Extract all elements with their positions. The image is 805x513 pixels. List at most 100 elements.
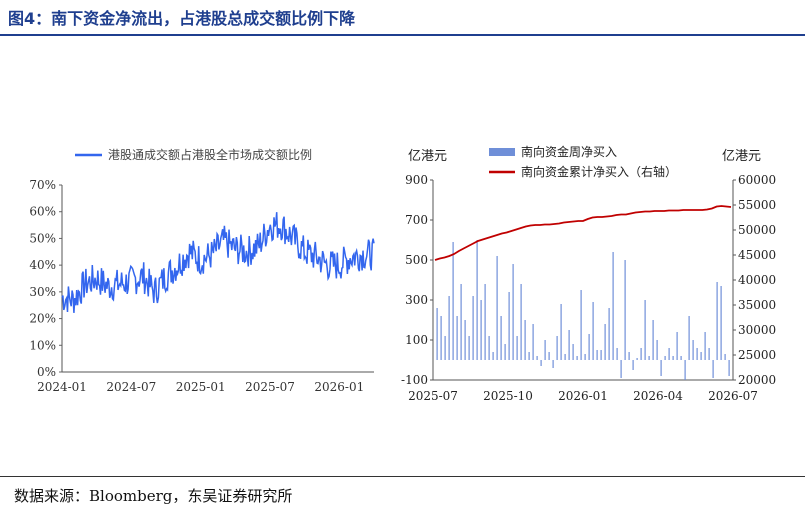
y-right-tick-label: 50000 [738, 223, 776, 237]
bar-weekly-net-buy [584, 354, 586, 360]
bar-weekly-net-buy [512, 264, 514, 360]
bar-weekly-net-buy [648, 356, 650, 360]
y-left-tick-label: 900 [405, 173, 428, 187]
bar-weekly-net-buy [704, 332, 706, 360]
x-tick-label: 2024-07 [106, 380, 156, 394]
bar-weekly-net-buy [672, 356, 674, 360]
x-tick-label: 2026-01 [558, 389, 608, 403]
x-tick-label: 2026-04 [633, 389, 683, 403]
series-line-cumulative [434, 205, 732, 261]
bar-weekly-net-buy [472, 296, 474, 360]
bar-weekly-net-buy [724, 354, 726, 360]
bar-weekly-net-buy [548, 352, 550, 360]
bar-weekly-net-buy [712, 360, 714, 378]
source-note: 数据来源：Bloomberg，东吴证券研究所 [14, 487, 293, 505]
y-left-tick-label: 100 [405, 333, 428, 347]
bar-weekly-net-buy [708, 348, 710, 360]
bar-weekly-net-buy [524, 320, 526, 360]
y-tick-label: 60% [29, 205, 56, 219]
bar-weekly-net-buy [468, 336, 470, 360]
bar-weekly-net-buy [572, 344, 574, 360]
title-rule [0, 34, 805, 36]
bar-weekly-net-buy [616, 348, 618, 360]
x-tick-label: 2024-01 [37, 380, 87, 394]
bar-weekly-net-buy [576, 356, 578, 360]
legend-label-line: 南向资金累计净买入（右轴） [521, 164, 677, 179]
y-left-tick-label: 500 [405, 253, 428, 267]
bar-weekly-net-buy [612, 252, 614, 360]
x-tick-label: 2025-07 [408, 389, 458, 403]
bar-weekly-net-buy [592, 302, 594, 360]
y-right-tick-label: 55000 [738, 198, 776, 212]
bar-weekly-net-buy [696, 348, 698, 360]
bar-weekly-net-buy [668, 348, 670, 360]
figure-title: 图4：南下资金净流出，占港股总成交额比例下降 [8, 9, 356, 28]
bar-weekly-net-buy [504, 344, 506, 360]
bar-weekly-net-buy [564, 354, 566, 360]
bar-weekly-net-buy [488, 336, 490, 360]
bar-weekly-net-buy [540, 360, 542, 366]
series-line-share [61, 212, 375, 313]
bar-weekly-net-buy [628, 352, 630, 360]
y-left-tick-label: -100 [401, 373, 428, 387]
right-unit-label: 亿港元 [722, 149, 761, 164]
bar-weekly-net-buy [640, 348, 642, 360]
bar-weekly-net-buy [680, 356, 682, 360]
y-tick-label: 10% [29, 338, 56, 352]
x-tick-label: 2026-07 [708, 389, 758, 403]
y-tick-label: 30% [29, 285, 56, 299]
y-tick-label: 0% [37, 365, 56, 379]
bar-weekly-net-buy [480, 300, 482, 360]
bar-weekly-net-buy [688, 316, 690, 360]
bar-weekly-net-buy [560, 304, 562, 360]
y-right-tick-label: 45000 [738, 248, 776, 262]
bar-weekly-net-buy [728, 360, 730, 376]
bar-weekly-net-buy [500, 316, 502, 360]
legend-swatch-bars [489, 148, 515, 156]
bar-weekly-net-buy [436, 308, 438, 360]
y-tick-label: 50% [29, 231, 56, 245]
legend-label: 港股通成交额占港股全市场成交额比例 [108, 147, 312, 162]
bar-weekly-net-buy [476, 240, 478, 360]
bar-weekly-net-buy [588, 334, 590, 360]
y-right-tick-label: 25000 [738, 348, 776, 362]
left-unit-label: 亿港元 [408, 149, 447, 164]
y-tick-label: 20% [29, 312, 56, 326]
bar-weekly-net-buy [452, 242, 454, 360]
bar-weekly-net-buy [544, 340, 546, 360]
bar-weekly-net-buy [692, 340, 694, 360]
bar-weekly-net-buy [448, 296, 450, 360]
bar-weekly-net-buy [496, 256, 498, 360]
bar-weekly-net-buy [528, 352, 530, 360]
bar-weekly-net-buy [644, 300, 646, 360]
bar-weekly-net-buy [608, 308, 610, 360]
bar-weekly-net-buy [620, 360, 622, 378]
x-tick-label: 2026-01 [314, 380, 364, 394]
bar-weekly-net-buy [440, 316, 442, 360]
bar-weekly-net-buy [664, 356, 666, 360]
bar-weekly-net-buy [444, 336, 446, 360]
bar-weekly-net-buy [596, 350, 598, 360]
bar-weekly-net-buy [464, 320, 466, 360]
bar-weekly-net-buy [552, 360, 554, 368]
bar-weekly-net-buy [684, 360, 686, 380]
bar-weekly-net-buy [484, 284, 486, 360]
bar-weekly-net-buy [532, 324, 534, 360]
y-right-tick-label: 30000 [738, 323, 776, 337]
bar-weekly-net-buy [624, 260, 626, 360]
left-chart: 港股通成交额占港股全市场成交额比例 0% 10% 20% 30% 40% 50% 60% 70%… [29, 147, 375, 394]
y-tick-label: 40% [29, 258, 56, 272]
bar-weekly-net-buy [652, 320, 654, 360]
bar-weekly-net-buy [660, 360, 662, 376]
bar-weekly-net-buy [676, 332, 678, 360]
legend-label-bars: 南向资金周净买入 [521, 144, 617, 159]
bar-weekly-net-buy [492, 352, 494, 360]
y-right-tick-label: 20000 [738, 373, 776, 387]
bar-weekly-net-buy [460, 284, 462, 360]
bar-weekly-net-buy [508, 292, 510, 360]
x-tick-label: 2025-01 [176, 380, 226, 394]
bar-weekly-net-buy [536, 356, 538, 360]
bar-weekly-net-buy [456, 316, 458, 360]
bar-weekly-net-buy [716, 282, 718, 360]
